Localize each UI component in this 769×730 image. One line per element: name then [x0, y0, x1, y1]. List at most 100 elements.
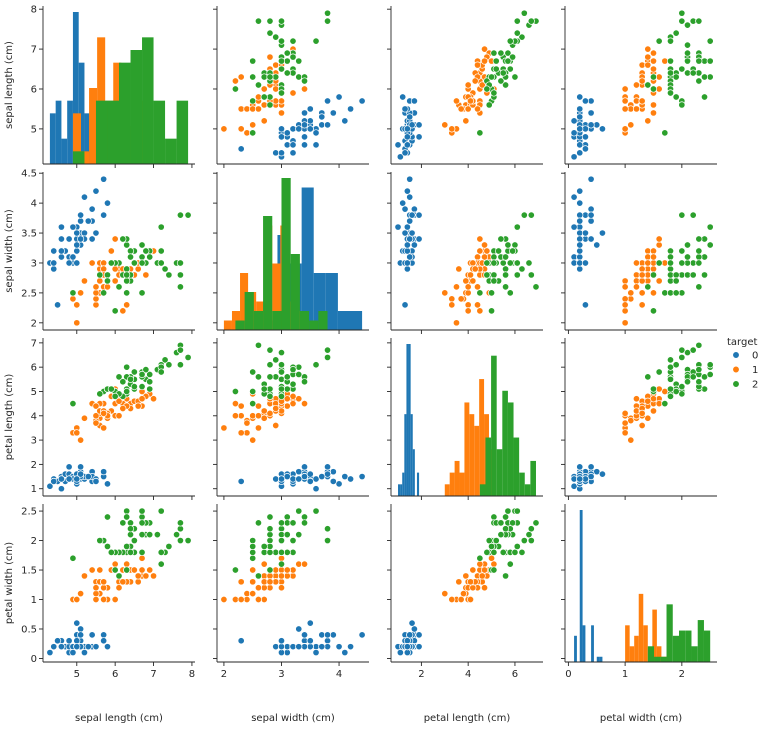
- point-series-0: [410, 625, 418, 633]
- point-series-1: [464, 81, 472, 89]
- point-series-2: [513, 259, 521, 267]
- point-series-0: [408, 211, 416, 219]
- point-series-0: [73, 247, 81, 255]
- point-series-1: [638, 409, 646, 417]
- point-series-1: [266, 572, 274, 580]
- point-series-0: [65, 259, 73, 267]
- point-series-1: [237, 73, 245, 81]
- point-series-2: [488, 307, 496, 315]
- point-series-0: [77, 470, 85, 478]
- point-series-1: [77, 590, 85, 598]
- point-series-2: [485, 537, 493, 545]
- point-series-2: [649, 385, 658, 393]
- point-series-2: [123, 277, 131, 285]
- point-series-1: [111, 595, 119, 604]
- y-tick-label: 5: [31, 124, 37, 135]
- point-series-2: [666, 57, 675, 65]
- point-series-2: [689, 346, 697, 354]
- hist-bar-series-0: [337, 311, 350, 330]
- point-series-2: [300, 513, 309, 521]
- point-series-2: [266, 548, 274, 556]
- point-series-2: [266, 17, 274, 25]
- point-series-0: [570, 223, 578, 231]
- hist-bar-series-2: [519, 472, 525, 496]
- point-series-2: [689, 271, 697, 279]
- point-series-2: [111, 307, 119, 315]
- point-series-2: [649, 271, 658, 279]
- point-series-2: [492, 57, 500, 65]
- point-series-1: [254, 584, 263, 592]
- y-tick-label: 2.5: [21, 507, 37, 518]
- point-series-1: [655, 235, 663, 243]
- point-series-2: [502, 513, 510, 521]
- y-axis-label: petal width (cm): [4, 542, 15, 624]
- point-series-0: [341, 117, 349, 125]
- hist-bar-series-2: [513, 437, 520, 496]
- point-series-2: [184, 211, 192, 219]
- point-series-2: [115, 572, 123, 580]
- point-series-0: [318, 113, 326, 121]
- point-series-1: [80, 277, 89, 285]
- point-series-2: [272, 33, 280, 41]
- hist-bar-series-2: [95, 100, 108, 164]
- point-series-2: [695, 77, 703, 85]
- point-series-1: [638, 77, 646, 85]
- point-series-1: [649, 57, 658, 65]
- subplot-r2-c1: [213, 338, 369, 500]
- point-series-0: [100, 211, 108, 219]
- point-series-1: [469, 259, 477, 267]
- point-series-0: [306, 470, 314, 478]
- x-tick-label: 4: [465, 669, 471, 680]
- hist-bar-series-0: [49, 113, 56, 164]
- point-series-1: [100, 259, 108, 267]
- point-series-0: [100, 175, 108, 183]
- hist-bar-series-2: [524, 484, 531, 496]
- y-tick-label: 1: [31, 484, 37, 495]
- point-series-1: [254, 595, 263, 604]
- point-series-1: [448, 595, 456, 604]
- point-series-2: [485, 101, 493, 109]
- point-series-1: [649, 109, 658, 117]
- point-series-2: [266, 566, 274, 574]
- point-series-2: [123, 566, 131, 574]
- point-series-0: [401, 301, 409, 309]
- x-tick-label: 2: [418, 669, 424, 680]
- legend-marker: [732, 365, 740, 374]
- point-series-2: [666, 69, 675, 77]
- point-series-0: [408, 229, 416, 237]
- point-series-1: [134, 572, 142, 580]
- point-series-0: [576, 211, 584, 219]
- point-series-2: [511, 548, 519, 556]
- point-series-2: [666, 265, 675, 273]
- point-series-2: [683, 241, 692, 249]
- point-series-2: [672, 361, 680, 369]
- point-series-0: [50, 247, 58, 255]
- point-series-0: [46, 649, 54, 657]
- legend-marker: [732, 351, 740, 359]
- point-series-2: [103, 513, 112, 521]
- point-series-1: [644, 117, 652, 125]
- point-series-2: [277, 537, 286, 545]
- point-series-0: [323, 121, 332, 129]
- point-series-0: [300, 141, 309, 149]
- point-series-0: [318, 473, 326, 481]
- point-series-1: [146, 566, 154, 574]
- point-series-0: [598, 229, 606, 237]
- hist-bar-series-0: [599, 656, 603, 662]
- point-series-0: [65, 637, 73, 645]
- point-series-2: [483, 259, 491, 267]
- point-series-2: [249, 129, 257, 137]
- point-series-0: [84, 473, 92, 481]
- point-series-2: [678, 101, 686, 109]
- point-series-2: [649, 307, 658, 315]
- point-series-0: [576, 113, 584, 121]
- y-tick-label: 3: [31, 436, 37, 447]
- x-tick-label: 7: [150, 669, 156, 680]
- point-series-2: [176, 346, 184, 354]
- subplot-r1-c1: [213, 172, 369, 334]
- point-series-2: [103, 542, 112, 550]
- point-series-2: [103, 271, 112, 279]
- x-tick-label: 2: [221, 669, 227, 680]
- point-series-0: [57, 247, 65, 255]
- y-tick-label: 3: [31, 258, 37, 269]
